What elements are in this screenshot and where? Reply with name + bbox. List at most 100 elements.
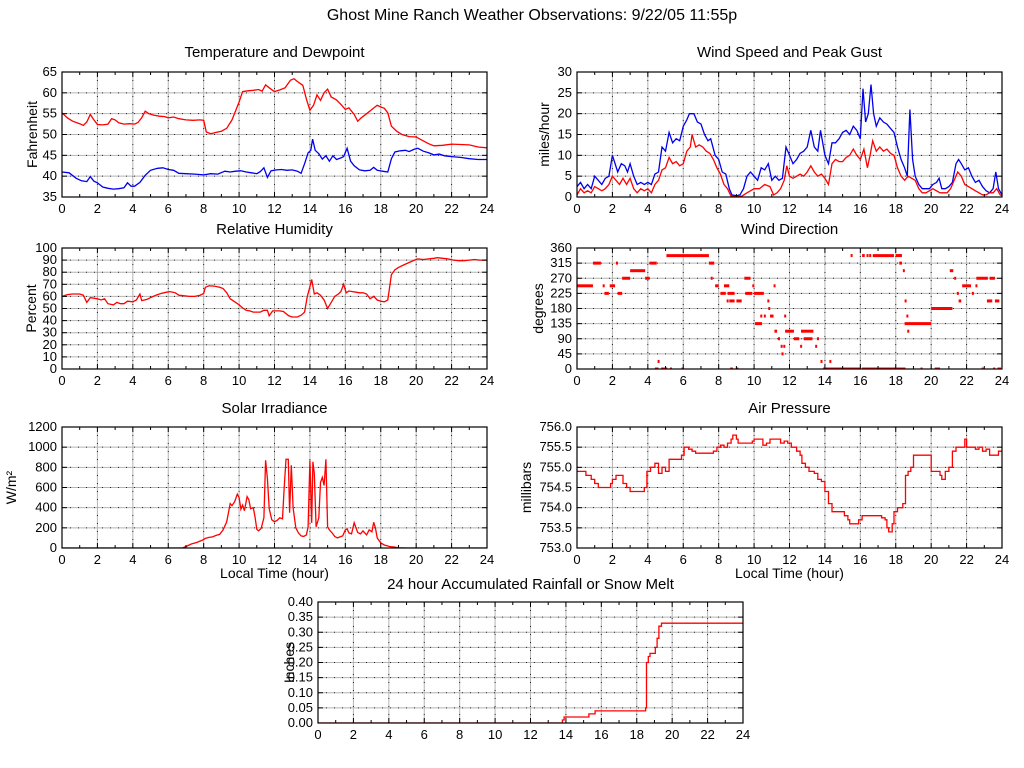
x-tick-label: 20 <box>409 201 423 216</box>
x-tick-label: 20 <box>924 201 938 216</box>
x-tick-label: 20 <box>924 373 938 388</box>
y-tick-label: 755.5 <box>539 439 572 454</box>
chart-title-air-pressure: Air Pressure <box>748 400 831 417</box>
y-tick-label: 20 <box>43 337 57 352</box>
y-tick-label: 5 <box>565 168 572 183</box>
y-tick-label: 1000 <box>28 439 57 454</box>
chart-title-temperature-dewpoint: Temperature and Dewpoint <box>184 44 365 61</box>
x-tick-label: 2 <box>94 201 101 216</box>
y-tick-label: 0.05 <box>288 700 313 715</box>
y-tick-label: 10 <box>43 349 57 364</box>
x-tick-label: 14 <box>818 201 832 216</box>
y-tick-label: 90 <box>43 252 57 267</box>
x-tick-label: 12 <box>523 727 537 742</box>
x-tick-label: 12 <box>782 552 796 567</box>
x-tick-label: 8 <box>200 552 207 567</box>
x-tick-label: 8 <box>715 552 722 567</box>
x-tick-label: 2 <box>609 201 616 216</box>
x-tick-label: 18 <box>374 552 388 567</box>
chart-wind-direction: 0 2 4 6 8 10 12 14 16 18 20 22 240459013518022527031… <box>530 221 1009 388</box>
y-tick-label: 0 <box>565 189 572 204</box>
x-tick-label: 8 <box>715 373 722 388</box>
y-tick-label: 90 <box>558 331 572 346</box>
x-tick-label: 10 <box>232 552 246 567</box>
x-tick-label: 10 <box>747 373 761 388</box>
x-tick-label: 6 <box>421 727 428 742</box>
x-tick-label: 24 <box>480 201 494 216</box>
y-tick-label: 270 <box>550 270 572 285</box>
y-tick-label: 0.20 <box>288 655 313 670</box>
x-tick-label: 14 <box>559 727 573 742</box>
x-tick-label: 6 <box>680 201 687 216</box>
x-tick-label: 14 <box>818 552 832 567</box>
axes-wind-direction: 0 2 4 6 8 10 12 14 16 18 20 22 240459013518022527031… <box>550 240 1009 388</box>
x-tick-label: 24 <box>480 373 494 388</box>
x-tick-label: 0 <box>573 373 580 388</box>
y-tick-label: 50 <box>43 127 57 142</box>
x-tick-label: 20 <box>409 552 423 567</box>
x-tick-label: 14 <box>818 373 832 388</box>
x-tick-label: 4 <box>644 201 651 216</box>
x-tick-label: 12 <box>267 201 281 216</box>
x-tick-label: 16 <box>853 552 867 567</box>
x-tick-label: 20 <box>665 727 679 742</box>
x-tick-label: 22 <box>700 727 714 742</box>
y-tick-label: 754.5 <box>539 480 572 495</box>
y-tick-label: 45 <box>43 147 57 162</box>
y-tick-label: 30 <box>43 325 57 340</box>
series-rainfall <box>318 622 743 723</box>
series-humidity <box>62 257 487 318</box>
x-tick-label: 10 <box>232 201 246 216</box>
x-tick-label: 22 <box>444 552 458 567</box>
x-tick-label: 0 <box>58 373 65 388</box>
y-axis-label-temperature-dewpoint: Fahrenheit <box>24 101 40 168</box>
x-tick-label: 8 <box>200 201 207 216</box>
x-tick-label: 16 <box>594 727 608 742</box>
x-tick-label: 6 <box>165 373 172 388</box>
axes-air-pressure: 0 2 4 6 8 10 12 14 16 18 20 22 24753.0753.5754.0754.… <box>539 419 1009 567</box>
x-tick-label: 6 <box>165 201 172 216</box>
x-tick-label: 2 <box>609 552 616 567</box>
x-tick-label: 16 <box>338 373 352 388</box>
y-tick-label: 40 <box>43 168 57 183</box>
x-tick-label: 2 <box>94 552 101 567</box>
y-tick-label: 10 <box>558 147 572 162</box>
y-tick-label: 0.30 <box>288 624 313 639</box>
grid-rainfall <box>318 602 743 723</box>
x-tick-label: 6 <box>680 552 687 567</box>
y-axis-label-air-pressure: millibars <box>518 462 534 513</box>
x-tick-label: 10 <box>488 727 502 742</box>
x-tick-label: 10 <box>232 373 246 388</box>
page-title: Ghost Mine Ranch Weather Observations: 9… <box>326 7 738 24</box>
x-tick-label: 2 <box>609 373 616 388</box>
y-tick-label: 30 <box>558 64 572 79</box>
series-temperature <box>62 77 487 149</box>
series-direction <box>577 254 1002 369</box>
x-tick-label: 14 <box>303 373 317 388</box>
x-tick-label: 10 <box>747 552 761 567</box>
x-tick-label: 12 <box>267 552 281 567</box>
chart-relative-humidity: 0 2 4 6 8 10 12 14 16 18 20 22 240102030405060708090… <box>23 221 494 388</box>
y-tick-label: 0.40 <box>288 594 313 609</box>
y-tick-label: 755.0 <box>539 459 572 474</box>
x-tick-label: 0 <box>573 201 580 216</box>
x-tick-label: 2 <box>350 727 357 742</box>
x-tick-label: 4 <box>385 727 392 742</box>
y-tick-label: 180 <box>550 301 572 316</box>
y-tick-label: 0.10 <box>288 685 313 700</box>
x-tick-label: 20 <box>409 373 423 388</box>
y-tick-label: 0 <box>50 361 57 376</box>
y-axis-label-wind-direction: degrees <box>530 283 546 334</box>
y-axis-label-wind-speed-gust: miles/hour <box>536 102 552 167</box>
y-tick-label: 600 <box>35 480 57 495</box>
axes-solar-irradiance: 0 2 4 6 8 10 12 14 16 18 20 22 240200400600800100012… <box>28 419 494 567</box>
x-tick-label: 18 <box>889 552 903 567</box>
chart-temperature-dewpoint: 0 2 4 6 8 10 12 14 16 18 20 22 2435404550556065Tempe… <box>24 44 494 216</box>
y-tick-label: 20 <box>558 106 572 121</box>
grid-solar-irradiance <box>62 427 487 548</box>
series-pressure <box>577 434 1002 533</box>
y-tick-label: 800 <box>35 459 57 474</box>
x-tick-label: 6 <box>680 373 687 388</box>
